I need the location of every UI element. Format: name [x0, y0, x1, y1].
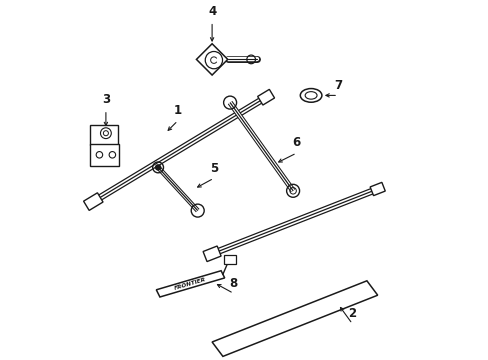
Text: 6: 6	[292, 136, 300, 149]
Text: 5: 5	[209, 162, 218, 175]
Text: 8: 8	[229, 277, 237, 290]
FancyBboxPatch shape	[224, 255, 236, 264]
Text: 7: 7	[333, 79, 342, 92]
Polygon shape	[83, 193, 103, 210]
FancyBboxPatch shape	[89, 144, 119, 166]
FancyBboxPatch shape	[90, 125, 118, 145]
Polygon shape	[196, 44, 227, 75]
Polygon shape	[212, 281, 377, 356]
Ellipse shape	[305, 92, 316, 99]
Polygon shape	[203, 246, 221, 262]
Text: FRONTIER: FRONTIER	[174, 277, 206, 291]
Text: 4: 4	[207, 5, 216, 18]
Polygon shape	[156, 271, 224, 297]
Ellipse shape	[300, 89, 321, 102]
Polygon shape	[369, 183, 385, 195]
Text: 3: 3	[102, 93, 110, 106]
Text: 2: 2	[348, 307, 356, 320]
Circle shape	[155, 165, 160, 170]
Polygon shape	[257, 89, 274, 105]
Text: 1: 1	[173, 104, 182, 117]
